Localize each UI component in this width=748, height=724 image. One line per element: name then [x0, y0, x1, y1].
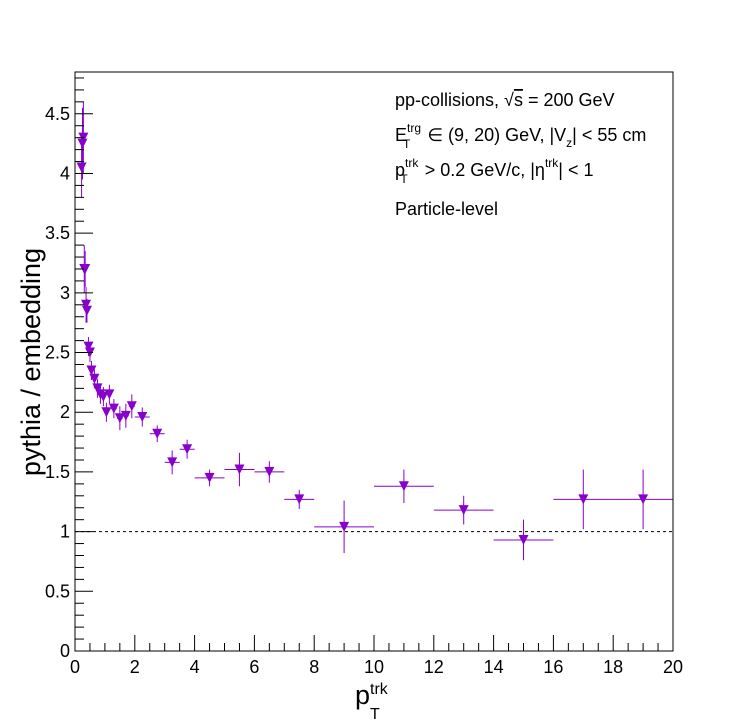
- x-tick-label: 12: [424, 657, 444, 677]
- data-point: [80, 251, 91, 287]
- marker-triangle: [76, 162, 87, 173]
- x-axis-title: p trk T: [355, 680, 389, 723]
- data-point: [108, 399, 119, 419]
- marker-triangle: [80, 263, 91, 274]
- data-point: [104, 384, 115, 404]
- y-tick-label: 3.5: [45, 223, 70, 243]
- x-tick-label: 6: [249, 657, 259, 677]
- data-point: [194, 469, 225, 487]
- annotation-block: pp-collisions, √s = 200 GeV Etrg T ∈ (9, …: [395, 90, 646, 219]
- x-axis-ticks: 0 2 4 6 8 10 12 14 16 18 20: [70, 635, 683, 677]
- marker-triangle: [339, 521, 350, 532]
- x-tick-label: 20: [663, 657, 683, 677]
- data-point: [101, 402, 112, 422]
- marker-triangle: [234, 464, 245, 475]
- x-tick-label: 2: [130, 657, 140, 677]
- marker-triangle: [204, 472, 215, 483]
- data-point: [284, 489, 315, 509]
- annotation-line-4: Particle-level: [395, 199, 498, 219]
- y-tick-label: 1: [60, 522, 70, 542]
- y-tick-label: 1.5: [45, 462, 70, 482]
- y-tick-label: 0.5: [45, 581, 70, 601]
- marker-triangle: [81, 305, 92, 316]
- x-axis-title-sub: T: [370, 706, 380, 723]
- sqrt-sign: √: [504, 90, 514, 110]
- marker-triangle: [294, 494, 305, 505]
- marker-triangle: [458, 505, 469, 516]
- data-point: [98, 387, 109, 407]
- marker-triangle: [126, 401, 137, 412]
- marker-triangle: [578, 494, 589, 505]
- marker-triangle: [77, 138, 88, 149]
- marker-triangle: [638, 494, 649, 505]
- data-point: [493, 519, 554, 561]
- y-tick-label: 3: [60, 283, 70, 303]
- data-point: [120, 403, 131, 428]
- data-point: [374, 469, 434, 503]
- annotation-line-2: Etrg T ∈ (9, 20) GeV, |Vz| < 55 cm: [395, 121, 646, 151]
- marker-triangle: [264, 466, 275, 477]
- marker-triangle: [81, 299, 92, 310]
- x-tick-label: 4: [190, 657, 200, 677]
- y-tick-label: 4: [60, 163, 70, 183]
- data-point: [433, 495, 494, 525]
- x-tick-label: 0: [70, 657, 80, 677]
- marker-triangle: [104, 389, 115, 400]
- annotation-line-1: pp-collisions, √s = 200 GeV: [395, 90, 615, 110]
- marker-triangle: [182, 444, 193, 455]
- y-tick-label: 4.5: [45, 104, 70, 124]
- marker-triangle: [101, 407, 112, 418]
- marker-triangle: [398, 481, 409, 492]
- data-point: [224, 452, 255, 487]
- marker-triangle: [114, 413, 125, 424]
- data-point: [149, 425, 165, 443]
- marker-triangle: [167, 457, 178, 468]
- y-tick-label: 2: [60, 402, 70, 422]
- data-points: [76, 101, 673, 561]
- marker-triangle: [98, 391, 109, 402]
- y-tick-label: 2.5: [45, 343, 70, 363]
- x-axis-title-main: p: [355, 680, 370, 710]
- x-tick-label: 16: [543, 657, 563, 677]
- marker-triangle: [86, 365, 97, 376]
- annotation-line-3: ptrk T > 0.2 GeV/c, |ηtrk| < 1: [395, 156, 594, 186]
- data-point: [254, 461, 285, 483]
- data-point: [134, 407, 150, 427]
- y-axis-ticks: 0 0.5 1 1.5 2 2.5 3 3.5 4 4.5: [45, 77, 93, 661]
- marker-triangle: [137, 412, 148, 423]
- marker-triangle: [518, 534, 529, 545]
- marker-triangle: [89, 373, 100, 384]
- x-tick-label: 10: [364, 657, 384, 677]
- data-point: [179, 439, 195, 459]
- x-tick-label: 14: [484, 657, 504, 677]
- marker-triangle: [152, 428, 163, 439]
- y-tick-label: 0: [60, 641, 70, 661]
- data-point: [126, 394, 137, 419]
- y-axis-title: pythia / embedding: [16, 248, 46, 476]
- data-point: [81, 298, 92, 323]
- x-tick-label: 8: [309, 657, 319, 677]
- marker-triangle: [120, 410, 131, 421]
- data-point: [164, 450, 180, 475]
- marker-triangle: [108, 403, 119, 414]
- marker-triangle: [83, 341, 94, 352]
- data-point: [314, 500, 374, 554]
- x-axis-title-sup: trk: [370, 681, 389, 698]
- data-point: [114, 406, 125, 431]
- data-point: [553, 469, 614, 530]
- data-point: [613, 469, 673, 530]
- x-tick-label: 18: [603, 657, 623, 677]
